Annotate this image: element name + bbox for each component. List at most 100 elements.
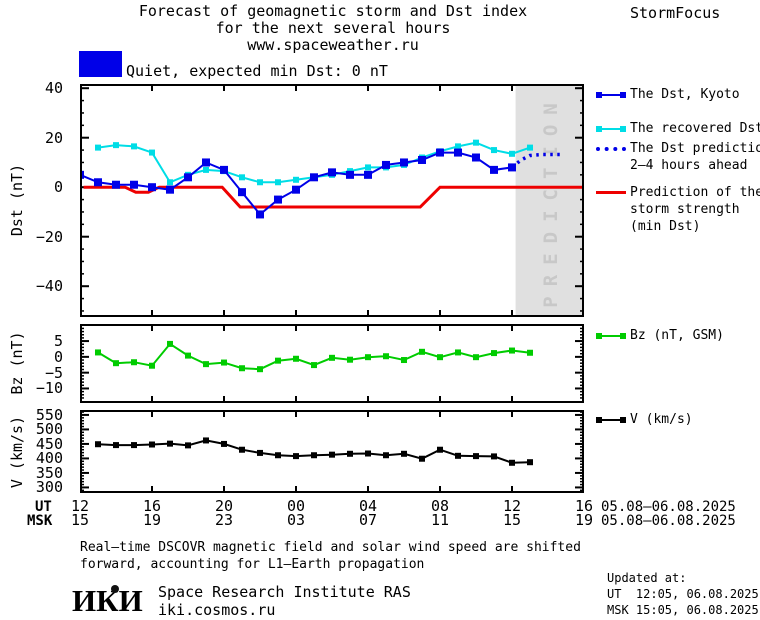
legend-marker bbox=[620, 125, 626, 132]
series-storm-strength-prediction bbox=[83, 185, 584, 209]
legend-line bbox=[602, 334, 620, 337]
legend-v: V (km/s) bbox=[596, 411, 693, 428]
bz-gsm-marker bbox=[167, 340, 173, 347]
legend-marker bbox=[620, 332, 626, 339]
msk-tick-label: 19 bbox=[574, 511, 594, 529]
prediction-band bbox=[515, 84, 584, 317]
solar-wind-speed-marker bbox=[131, 442, 137, 449]
bz-gsm-marker bbox=[347, 356, 353, 363]
solar-wind-speed-marker bbox=[221, 440, 227, 447]
dst-kyoto-marker bbox=[274, 195, 282, 204]
bz-gsm-marker bbox=[221, 359, 227, 366]
recovered-dst-marker bbox=[239, 174, 245, 181]
legend-storm-strength: Prediction of the storm strength (min Dst) bbox=[596, 184, 760, 235]
legend-text-line: The Dst prediction bbox=[630, 141, 760, 156]
dst-kyoto-marker bbox=[310, 173, 318, 182]
bz-gsm-marker bbox=[329, 354, 335, 361]
legend-dst-prediction-label: The Dst prediction 2–4 hours ahead bbox=[630, 140, 760, 174]
dst-kyoto-marker bbox=[148, 183, 156, 192]
solar-wind-speed-marker bbox=[401, 450, 407, 457]
dst-kyoto-marker bbox=[220, 165, 228, 174]
dst-kyoto-marker bbox=[454, 148, 462, 157]
ut-date-range: 05.08–06.08.2025 bbox=[601, 499, 736, 515]
solar-wind-speed-marker bbox=[365, 450, 371, 457]
solar-wind-speed-marker bbox=[455, 452, 461, 459]
legend-line bbox=[602, 418, 620, 421]
bz-gsm-marker bbox=[275, 357, 281, 364]
bz-gsm-marker bbox=[239, 365, 245, 372]
iki-logo: ИКИ bbox=[72, 583, 143, 618]
bz-gsm-marker bbox=[509, 347, 515, 354]
dst-kyoto-marker bbox=[130, 180, 138, 189]
legend-recovered-dst-label: The recovered Dst bbox=[630, 121, 760, 136]
recovered-dst-marker bbox=[527, 144, 533, 151]
dst-kyoto-marker bbox=[364, 170, 372, 179]
bz-ytick-label: −5 bbox=[44, 363, 63, 382]
legend-dst-kyoto: The Dst, Kyoto bbox=[596, 86, 740, 103]
dst-kyoto-marker bbox=[418, 155, 426, 164]
updated-ut: UT 12:05, 06.08.2025 bbox=[607, 587, 759, 601]
recovered-dst-marker bbox=[167, 179, 173, 186]
bz-ytick-label: 5 bbox=[53, 332, 63, 351]
dst-prediction-swatch bbox=[596, 140, 626, 157]
legend-text-line: 2–4 hours ahead bbox=[630, 158, 748, 173]
recovered-dst-marker bbox=[293, 176, 299, 183]
dst-kyoto-marker bbox=[238, 188, 246, 197]
solar-wind-speed-marker bbox=[437, 446, 443, 453]
ut-tick-label: 04 bbox=[358, 497, 378, 515]
dst-kyoto-swatch bbox=[596, 86, 626, 103]
title-line-1: Forecast of geomagnetic storm and Dst in… bbox=[138, 2, 528, 20]
series-dst-kyoto bbox=[80, 151, 513, 216]
bz-gsm-marker bbox=[293, 355, 299, 362]
solar-wind-speed-marker bbox=[257, 449, 263, 456]
updated-msk: MSK 15:05, 06.08.2025 bbox=[607, 603, 759, 617]
storm-level-swatch bbox=[79, 51, 122, 77]
bz-gsm-marker bbox=[311, 362, 317, 369]
series-dst-prediction-2-4h bbox=[510, 152, 565, 169]
dst-chart-panel: PREDICTION bbox=[80, 84, 584, 317]
recovered-dst-marker bbox=[149, 149, 155, 156]
recovered-dst-marker bbox=[95, 144, 101, 151]
v-ytick-label: 350 bbox=[35, 463, 63, 482]
bz-gsm-marker bbox=[527, 349, 533, 356]
dst-kyoto-marker bbox=[346, 170, 354, 179]
legend-dotted-line bbox=[596, 146, 626, 151]
bz-gsm-marker bbox=[455, 349, 461, 356]
title-line-2: for the next several hours bbox=[215, 19, 451, 37]
bz-gsm-marker bbox=[437, 354, 443, 361]
v-ytick-label: 500 bbox=[35, 420, 63, 439]
legend-text-line: (min Dst) bbox=[630, 219, 701, 234]
storm-strength-swatch bbox=[596, 184, 626, 201]
solar-wind-speed-marker bbox=[329, 451, 335, 458]
legend-line bbox=[596, 191, 626, 194]
bz-gsm-marker bbox=[149, 362, 155, 369]
storm-level-label: Quiet, expected min Dst: 0 nT bbox=[126, 62, 388, 80]
recovered-dst-marker bbox=[491, 147, 497, 154]
legend-text-line: Prediction of the bbox=[630, 185, 760, 200]
bz-gsm-marker bbox=[419, 348, 425, 355]
legend-recovered-dst: The recovered Dst bbox=[596, 120, 760, 137]
msk-tick-label: 15 bbox=[70, 511, 90, 529]
ut-tick-label: 16 bbox=[142, 497, 162, 515]
msk-tick-label: 03 bbox=[286, 511, 306, 529]
dst-kyoto-marker bbox=[166, 185, 174, 194]
ut-tick-label: 12 bbox=[502, 497, 522, 515]
bz-gsm-marker bbox=[491, 350, 497, 357]
title-block: Forecast of geomagnetic storm and Dst in… bbox=[81, 3, 585, 54]
legend-line bbox=[602, 127, 620, 130]
v-chart-panel bbox=[80, 410, 584, 493]
bz-gsm-marker bbox=[113, 360, 119, 367]
solar-wind-speed-marker bbox=[149, 441, 155, 448]
msk-tick-label: 07 bbox=[358, 511, 378, 529]
bz-gsm-marker bbox=[257, 366, 263, 373]
msk-tick-label: 11 bbox=[430, 511, 450, 529]
legend-dst-kyoto-label: The Dst, Kyoto bbox=[630, 87, 740, 102]
legend-text-line: storm strength bbox=[630, 202, 740, 217]
bz-gsm-marker bbox=[203, 361, 209, 368]
recovered-dst-marker bbox=[113, 142, 119, 149]
dst-kyoto-marker bbox=[472, 153, 480, 162]
legend-dst-prediction: The Dst prediction 2–4 hours ahead bbox=[596, 140, 760, 174]
ut-tick-label: 20 bbox=[214, 497, 234, 515]
solar-wind-speed-marker bbox=[383, 452, 389, 459]
